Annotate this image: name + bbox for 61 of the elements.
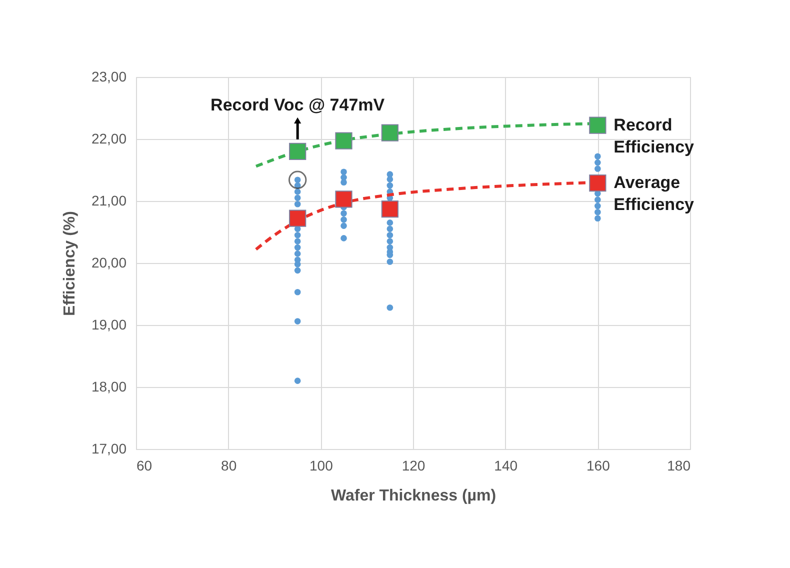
point bbox=[294, 267, 301, 274]
y-tick-label: 17,00 bbox=[91, 440, 127, 456]
point bbox=[386, 258, 394, 265]
point bbox=[594, 153, 601, 160]
y-axis-title: Efficiency (%) bbox=[61, 211, 78, 316]
y-tick-label: 20,00 bbox=[91, 254, 127, 270]
point bbox=[294, 232, 301, 238]
point bbox=[294, 288, 301, 296]
point bbox=[386, 226, 394, 232]
x-tick-label: 80 bbox=[221, 458, 237, 474]
point bbox=[294, 250, 301, 257]
point bbox=[294, 261, 301, 268]
point bbox=[340, 210, 347, 217]
point bbox=[594, 209, 601, 216]
point bbox=[594, 166, 601, 172]
y-tick-label: 23,00 bbox=[91, 68, 127, 84]
point bbox=[340, 222, 347, 229]
x-tick-label: 160 bbox=[586, 458, 610, 474]
point bbox=[294, 188, 301, 195]
point bbox=[335, 132, 352, 150]
x-tick-label: 120 bbox=[402, 458, 426, 474]
x-tick-label: 180 bbox=[667, 458, 691, 474]
point bbox=[594, 196, 601, 203]
point bbox=[386, 304, 394, 311]
series-label: Record Efficiency bbox=[614, 115, 695, 156]
point bbox=[594, 215, 601, 222]
x-tick-label: 100 bbox=[309, 458, 334, 474]
annotation: Record Voc @ 747mV bbox=[210, 95, 386, 114]
point bbox=[294, 194, 301, 202]
point bbox=[594, 202, 601, 210]
point bbox=[386, 182, 394, 189]
point bbox=[294, 378, 301, 384]
point bbox=[381, 124, 398, 142]
point bbox=[294, 238, 301, 244]
x-axis-title: Wafer Thickness (µm) bbox=[330, 488, 496, 504]
point bbox=[289, 210, 306, 227]
point bbox=[340, 235, 347, 242]
point bbox=[340, 168, 347, 176]
point bbox=[340, 174, 347, 181]
point bbox=[386, 176, 394, 182]
point bbox=[386, 238, 394, 244]
x-tick-label: 60 bbox=[136, 458, 152, 474]
point bbox=[294, 244, 301, 251]
point bbox=[386, 232, 394, 238]
point bbox=[381, 200, 398, 218]
point bbox=[589, 174, 606, 192]
point bbox=[289, 142, 306, 160]
x-tick-label: 140 bbox=[494, 458, 518, 474]
point bbox=[335, 190, 352, 208]
point bbox=[386, 220, 394, 226]
point bbox=[340, 216, 347, 223]
y-tick-label: 18,00 bbox=[91, 378, 127, 394]
point bbox=[340, 179, 347, 186]
point bbox=[589, 116, 606, 134]
y-tick-label: 19,00 bbox=[91, 316, 127, 332]
point bbox=[294, 318, 301, 324]
y-tick-label: 22,00 bbox=[91, 130, 127, 146]
series-label: Average Efficiency bbox=[614, 173, 695, 214]
point bbox=[294, 200, 301, 208]
point bbox=[594, 159, 601, 166]
y-tick-label: 21,00 bbox=[91, 192, 127, 208]
